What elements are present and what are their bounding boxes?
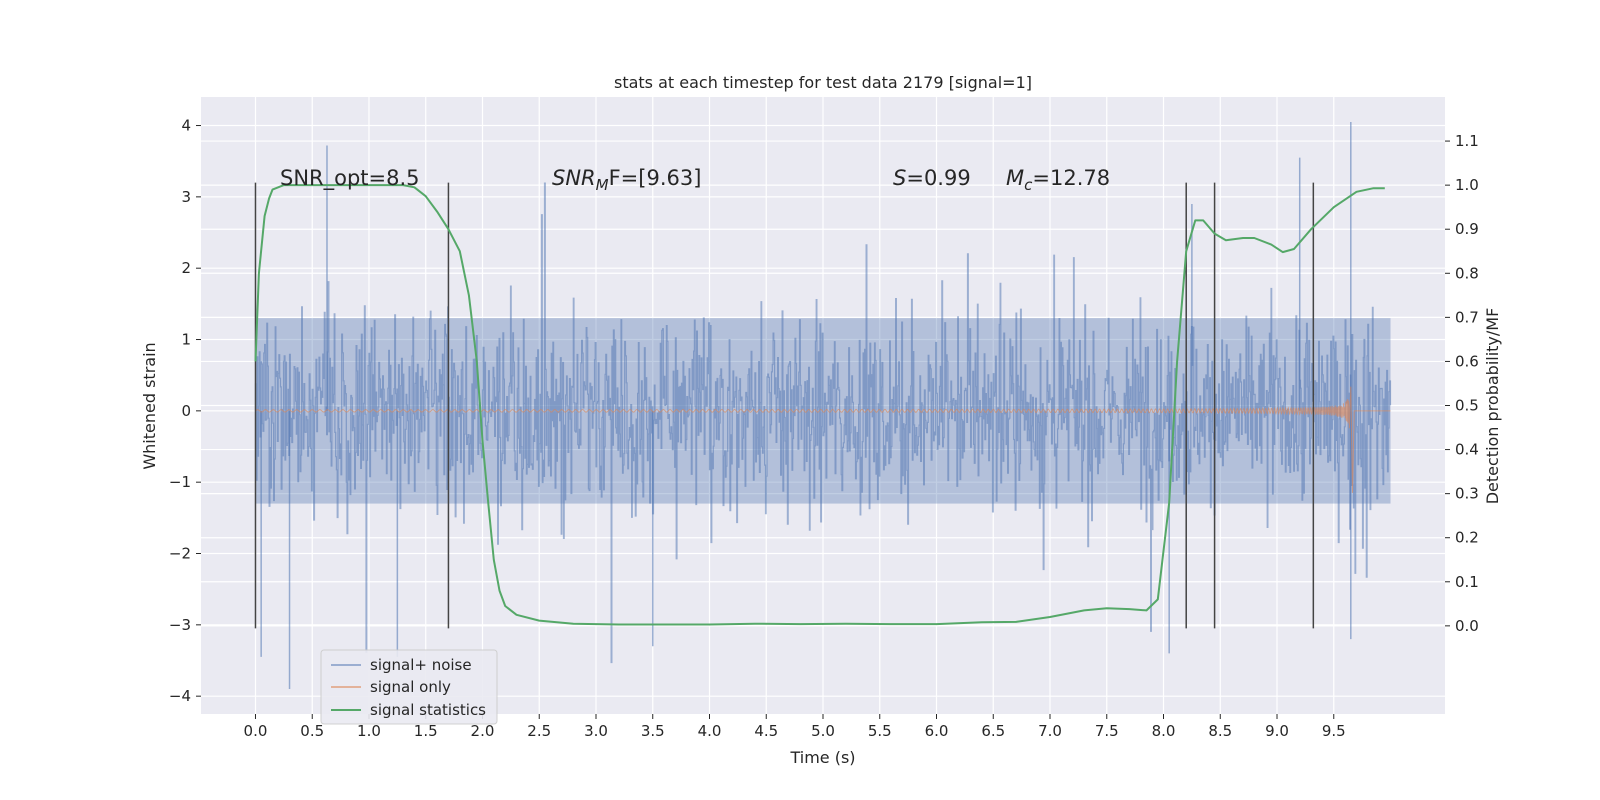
y-axis-right-label: Detection probability/MF bbox=[1483, 308, 1502, 505]
x-tick-label: 6.5 bbox=[981, 722, 1005, 740]
y-right-tick-label: 0.5 bbox=[1455, 397, 1479, 415]
y-left-tick-label: 2 bbox=[181, 259, 191, 277]
y-right-tick-labels: 1.1 1.0 0.9 0.8 0.7 0.6 0.5 0.4 0.3 0.2 0.1 0.0 bbox=[1445, 132, 1479, 635]
y-axis-left-label: Whitened strain bbox=[140, 342, 159, 469]
y-right-tick-label: 0.7 bbox=[1455, 308, 1479, 326]
legend-label-signal-noise: signal+ noise bbox=[370, 656, 472, 674]
x-tick-label: 6.0 bbox=[925, 722, 949, 740]
signal-statistics-series bbox=[254, 184, 1385, 626]
y-left-tick-label: −2 bbox=[169, 545, 191, 563]
y-right-tick-label: 0.8 bbox=[1455, 264, 1479, 282]
signal-statistics-line bbox=[254, 184, 1385, 626]
x-tick-label: 2.5 bbox=[527, 722, 551, 740]
x-tick-label: 9.0 bbox=[1265, 722, 1289, 740]
y-left-tick-label: −4 bbox=[169, 687, 191, 705]
y-right-tick-label: 0.0 bbox=[1455, 617, 1479, 635]
y-left-tick-label: 0 bbox=[181, 402, 191, 420]
signal-noise-band bbox=[255, 318, 1391, 504]
y-left-tick-labels: 4 3 2 1 0 −1 −2 −3 −4 bbox=[169, 117, 201, 705]
x-axis-label: Time (s) bbox=[789, 748, 855, 767]
y-left-tick-label: 3 bbox=[181, 188, 191, 206]
y-right-tick-label: 0.3 bbox=[1455, 485, 1479, 503]
y-right-tick-label: 0.6 bbox=[1455, 352, 1479, 370]
x-tick-label: 7.5 bbox=[1095, 722, 1119, 740]
x-tick-label: 8.5 bbox=[1208, 722, 1232, 740]
y-right-tick-label: 0.4 bbox=[1455, 441, 1479, 459]
y-right-tick-label: 0.1 bbox=[1455, 573, 1479, 591]
annotation-snr-mf: SNRMF=[9.63] bbox=[552, 166, 701, 194]
signal-only-line bbox=[255, 386, 1391, 493]
legend-label-signal-statistics: signal statistics bbox=[370, 701, 486, 719]
signal-only-series bbox=[255, 386, 1391, 493]
x-tick-label: 3.5 bbox=[641, 722, 665, 740]
x-tick-labels: 0.0 0.5 1.0 1.5 2.0 2.5 3.0 3.5 4.0 4.5 5.0 5.5 6.0 6… bbox=[244, 714, 1346, 740]
y-right-tick-label: 0.9 bbox=[1455, 220, 1479, 238]
chart-title: stats at each timestep for test data 217… bbox=[614, 73, 1032, 92]
y-right-tick-label: 1.1 bbox=[1455, 132, 1479, 150]
y-left-tick-label: 1 bbox=[181, 331, 191, 349]
x-tick-label: 2.0 bbox=[471, 722, 495, 740]
y-left-tick-label: −3 bbox=[169, 616, 191, 634]
annotation-s: S=0.99 bbox=[893, 166, 971, 190]
x-tick-label: 7.0 bbox=[1038, 722, 1062, 740]
annotation-mc: Mc=12.78 bbox=[1006, 166, 1110, 194]
y-right-tick-label: 0.2 bbox=[1455, 529, 1479, 547]
annotation-snr-opt: SNR_opt=8.5 bbox=[280, 166, 420, 191]
x-tick-label: 5.0 bbox=[811, 722, 835, 740]
legend-box bbox=[320, 649, 498, 725]
x-tick-label: 3.0 bbox=[584, 722, 608, 740]
x-tick-label: 8.0 bbox=[1152, 722, 1176, 740]
x-tick-label: 9.5 bbox=[1322, 722, 1346, 740]
y-left-tick-label: −1 bbox=[169, 473, 191, 491]
legend: signal+ noise signal only signal statist… bbox=[320, 649, 498, 725]
x-tick-label: 4.5 bbox=[754, 722, 778, 740]
signal-noise-line bbox=[254, 182, 1392, 664]
y-right-tick-label: 1.0 bbox=[1455, 176, 1479, 194]
x-tick-label: 5.5 bbox=[868, 722, 892, 740]
x-tick-label: 0.0 bbox=[244, 722, 268, 740]
x-tick-label: 0.5 bbox=[300, 722, 324, 740]
x-tick-label: 1.0 bbox=[357, 722, 381, 740]
x-tick-label: 4.0 bbox=[698, 722, 722, 740]
y-left-tick-label: 4 bbox=[181, 117, 191, 135]
x-tick-label: 1.5 bbox=[414, 722, 438, 740]
legend-label-signal-only: signal only bbox=[370, 678, 451, 696]
